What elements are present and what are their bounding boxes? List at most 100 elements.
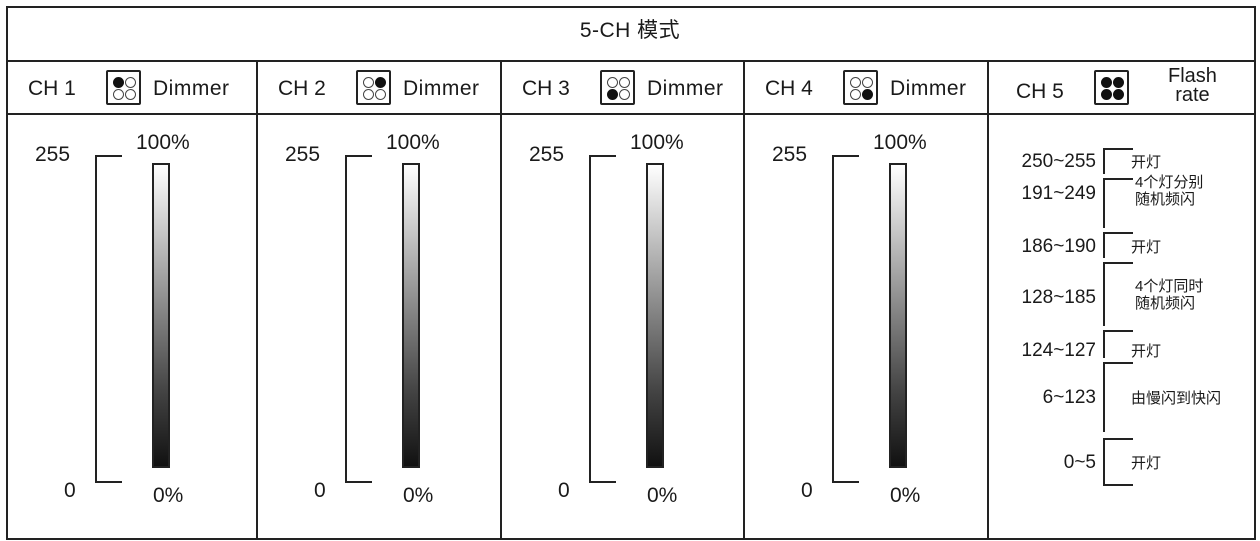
led-dot-on	[113, 77, 124, 88]
range-bracket-top	[832, 155, 859, 157]
range-description: 开灯	[1131, 455, 1162, 472]
range-bracket-vertical	[95, 155, 97, 482]
value-max: 255	[35, 143, 71, 166]
ch5-bracket-vertical	[1103, 178, 1105, 228]
led-dot-on	[1113, 89, 1124, 100]
ch5-bracket-vertical	[1103, 148, 1105, 174]
value-min: 0	[558, 479, 570, 502]
header-divider	[6, 113, 1256, 115]
value-min: 0	[801, 479, 813, 502]
dmx-range: 250~255	[1021, 151, 1097, 172]
ch5-bracket-tick	[1103, 232, 1133, 234]
ch5-bracket-vertical	[1103, 330, 1105, 358]
channel-function: Dimmer	[890, 77, 967, 100]
ch5-bracket-tick	[1103, 178, 1133, 180]
channel-function: Dimmer	[403, 77, 480, 100]
value-max: 255	[772, 143, 808, 166]
led-dot-off	[375, 89, 386, 100]
led-dot-off	[363, 89, 374, 100]
column-divider-2	[500, 60, 502, 540]
frame-right	[1254, 6, 1256, 540]
range-bracket-top	[589, 155, 616, 157]
range-description: 由慢闪到快闪	[1131, 390, 1222, 407]
ch5-function-line2: rate	[1175, 84, 1210, 106]
percent-max: 100%	[136, 131, 190, 154]
channel-label: CH 4	[765, 77, 813, 100]
led-dot-off	[363, 77, 374, 88]
led-dot-off	[113, 89, 124, 100]
frame-top	[6, 6, 1256, 8]
led-dot-off	[619, 89, 630, 100]
channel-label: CH 1	[28, 77, 76, 100]
ch5-bracket-vertical	[1103, 362, 1105, 432]
percent-max: 100%	[630, 131, 684, 154]
mode-title: 5-CH 模式	[579, 19, 681, 42]
led-dot-off	[125, 89, 136, 100]
range-description: 开灯	[1131, 239, 1162, 256]
column-divider-1	[256, 60, 258, 540]
led-dot-off	[607, 77, 618, 88]
led-dot-off	[125, 77, 136, 88]
ch5-bracket-vertical	[1103, 438, 1105, 484]
frame-left	[6, 6, 8, 540]
range-bracket-bottom	[832, 481, 859, 483]
led-dot-on	[607, 89, 618, 100]
dimmer-gradient-bar	[152, 163, 170, 468]
column-divider-4	[987, 60, 989, 540]
led-dot-off	[619, 77, 630, 88]
range-description-line2: 随机频闪	[1135, 191, 1196, 208]
dimmer-gradient-bar	[646, 163, 664, 468]
ch5-bracket-tick	[1103, 330, 1133, 332]
percent-max: 100%	[873, 131, 927, 154]
percent-max: 100%	[386, 131, 440, 154]
range-description: 开灯	[1131, 154, 1162, 171]
dmx-range: 124~127	[1021, 340, 1097, 361]
range-bracket-bottom	[95, 481, 122, 483]
channel-label: CH 3	[522, 77, 570, 100]
range-bracket-bottom	[345, 481, 372, 483]
range-description-line2: 随机频闪	[1135, 295, 1196, 312]
range-bracket-vertical	[345, 155, 347, 482]
ch5-bracket-tick	[1103, 438, 1133, 440]
led-indicator-icon	[356, 70, 391, 105]
led-dot-off	[862, 77, 873, 88]
dimmer-gradient-bar	[402, 163, 420, 468]
channel-label: CH 2	[278, 77, 326, 100]
led-dot-on	[375, 77, 386, 88]
range-bracket-bottom	[589, 481, 616, 483]
column-divider-3	[743, 60, 745, 540]
ch5-bracket-tick	[1103, 262, 1133, 264]
value-min: 0	[64, 479, 76, 502]
range-description: 开灯	[1131, 343, 1162, 360]
dmx-range: 128~185	[1021, 287, 1097, 308]
led-dot-on	[1113, 77, 1124, 88]
led-indicator-icon	[843, 70, 878, 105]
channel-function: Dimmer	[153, 77, 230, 100]
range-bracket-top	[345, 155, 372, 157]
range-description-line1: 4个灯同时	[1135, 278, 1204, 295]
dimmer-gradient-bar	[889, 163, 907, 468]
range-description-line1: 4个灯分别	[1135, 174, 1204, 191]
led-dot-on	[1101, 77, 1112, 88]
ch5-bracket-tick	[1103, 148, 1133, 150]
led-dot-on	[1101, 89, 1112, 100]
led-indicator-icon	[106, 70, 141, 105]
percent-min: 0%	[647, 484, 678, 507]
value-max: 255	[285, 143, 321, 166]
ch5-bracket-tick	[1103, 484, 1133, 486]
dmx-range: 6~123	[1042, 387, 1096, 408]
channel-function: Dimmer	[647, 77, 724, 100]
led-dot-off	[850, 89, 861, 100]
percent-min: 0%	[403, 484, 434, 507]
ch5-function: Flash rate	[1168, 65, 1217, 106]
value-max: 255	[529, 143, 565, 166]
ch5-bracket-vertical	[1103, 232, 1105, 258]
range-bracket-top	[95, 155, 122, 157]
ch5-led-indicator-icon	[1094, 70, 1129, 105]
led-dot-on	[862, 89, 873, 100]
ch5-bracket-vertical	[1103, 262, 1105, 326]
ch5-function-line1: Flash	[1168, 65, 1217, 87]
ch5-bracket-tick	[1103, 362, 1133, 364]
dmx-range: 191~249	[1021, 183, 1097, 204]
value-min: 0	[314, 479, 326, 502]
